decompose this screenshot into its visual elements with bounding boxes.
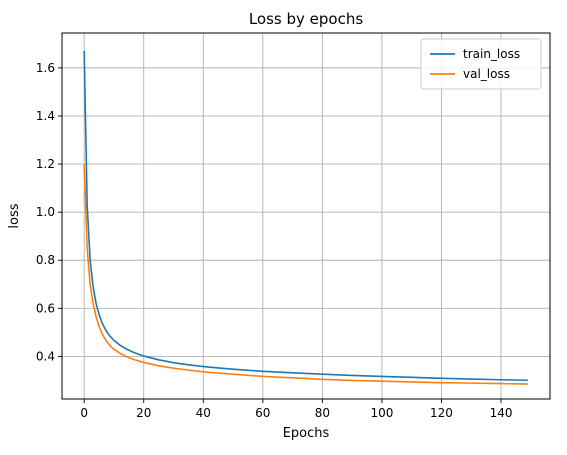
y-tick-label: 1.0	[36, 205, 55, 219]
y-tick-label: 0.4	[36, 349, 55, 363]
legend-label-train_loss: train_loss	[463, 47, 520, 61]
x-tick-label: 40	[196, 406, 211, 420]
x-tick-label: 100	[370, 406, 393, 420]
x-tick-label: 80	[315, 406, 330, 420]
axis-ticks: 0 20 40 60 80 100 120 140 0.4 0.6 0.8 1.0 1.2 1.4 1.6	[36, 61, 513, 420]
chart-title: Loss by epochs	[249, 10, 364, 28]
x-tick-label: 120	[430, 406, 453, 420]
y-tick-label: 1.6	[36, 61, 55, 75]
y-axis-label: loss	[7, 203, 22, 228]
y-tick-label: 0.6	[36, 301, 55, 315]
legend-label-val_loss: val_loss	[463, 67, 510, 81]
x-tick-label: 140	[490, 406, 513, 420]
series-line-train_loss	[83, 51, 528, 382]
y-tick-label: 1.4	[36, 109, 55, 123]
x-tick-label: 60	[255, 406, 270, 420]
plot-frame	[61, 32, 551, 400]
x-tick-label: 0	[80, 406, 88, 420]
y-tick-label: 1.2	[36, 157, 55, 171]
series-line-val_loss	[83, 164, 528, 385]
legend-box	[420, 38, 542, 90]
legend: train_loss val_loss	[420, 38, 542, 90]
y-tick-label: 0.8	[36, 253, 55, 267]
x-tick-label: 20	[136, 406, 151, 420]
series-lines	[83, 51, 528, 385]
x-axis-label: Epochs	[283, 426, 330, 441]
